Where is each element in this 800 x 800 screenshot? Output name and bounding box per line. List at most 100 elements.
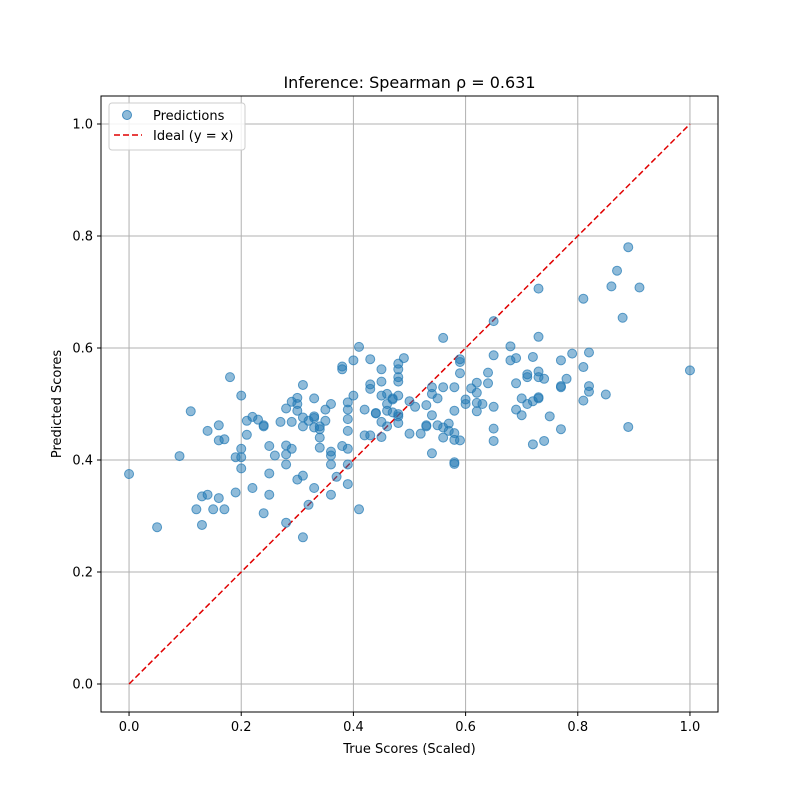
data-point [325, 399, 336, 409]
data-point [460, 399, 471, 409]
data-point [219, 434, 230, 445]
data-point [488, 435, 499, 446]
data-point [342, 479, 353, 490]
data-point [438, 382, 449, 393]
x-tick-label: 0.0 [119, 720, 140, 735]
legend-box [108, 102, 246, 151]
data-point [236, 443, 247, 454]
data-point [359, 404, 370, 415]
data-point [281, 403, 292, 414]
data-point [275, 416, 286, 427]
data-point [219, 504, 230, 515]
data-point [258, 421, 269, 432]
data-point [471, 377, 482, 388]
data-point [505, 341, 516, 352]
data-point [247, 483, 258, 493]
x-tick-label: 0.8 [567, 720, 588, 735]
data-point [152, 522, 163, 533]
data-point [208, 504, 219, 515]
data-point [342, 459, 353, 470]
data-point [264, 489, 275, 500]
data-point [533, 331, 544, 342]
data-point [342, 425, 353, 436]
data-point [398, 353, 409, 364]
legend-points-marker [122, 110, 132, 120]
data-point [325, 450, 336, 461]
data-point [432, 393, 443, 404]
data-point [600, 389, 611, 400]
data-point [488, 423, 499, 434]
data-point [286, 416, 297, 427]
data-point [342, 414, 353, 425]
data-point [454, 368, 465, 379]
data-point [426, 410, 437, 421]
data-point [376, 376, 387, 387]
data-point [583, 386, 594, 397]
data-point [421, 421, 432, 432]
data-point [404, 428, 415, 439]
data-point [342, 404, 353, 415]
grid [101, 96, 718, 712]
data-point [555, 382, 566, 393]
data-point [449, 382, 460, 393]
data-point [236, 452, 247, 463]
data-point [612, 265, 623, 276]
data-point [337, 364, 348, 375]
data-point [264, 468, 275, 479]
data-point [185, 406, 196, 417]
x-tick-label: 0.2 [231, 720, 252, 735]
data-point [258, 508, 269, 519]
data-point [539, 435, 550, 446]
data-point [454, 435, 465, 446]
data-point [477, 399, 488, 409]
data-point [544, 411, 555, 422]
data-point [533, 283, 544, 294]
data-point [555, 355, 566, 366]
data-point [410, 401, 421, 412]
data-point [286, 443, 297, 454]
data-point [578, 362, 589, 373]
data-point [370, 408, 381, 419]
y-tick-label: 0.4 [72, 454, 93, 469]
legend-ideal-label: Ideal (y = x) [153, 129, 233, 144]
data-point [623, 421, 634, 432]
data-point [438, 332, 449, 343]
data-point [567, 348, 578, 359]
data-point [488, 401, 499, 412]
data-point [684, 365, 695, 376]
points-layer [124, 242, 695, 543]
data-point [376, 432, 387, 443]
data-point [264, 441, 275, 451]
data-point [213, 420, 224, 431]
data-point [561, 373, 572, 384]
legend: Predictions Ideal (y = x) [108, 102, 246, 151]
data-point [236, 390, 247, 401]
data-point [415, 428, 426, 439]
data-point [269, 450, 280, 461]
data-point [365, 383, 376, 394]
data-point [297, 379, 308, 390]
data-point [325, 489, 336, 500]
y-tick-label: 0.6 [72, 342, 93, 357]
data-point [342, 443, 353, 454]
data-point [354, 341, 365, 352]
data-point [309, 483, 320, 493]
data-point [511, 378, 522, 389]
data-point [583, 347, 594, 358]
data-point [471, 387, 482, 398]
data-point [230, 487, 241, 498]
legend-predictions-label: Predictions [153, 109, 225, 124]
data-point [438, 432, 449, 443]
data-point [393, 376, 404, 387]
x-tick-label: 0.4 [343, 720, 364, 735]
data-point [281, 517, 292, 528]
chart-title: Inference: Spearman ρ = 0.631 [283, 73, 535, 92]
data-point [376, 364, 387, 375]
data-point [365, 430, 376, 441]
data-point [483, 378, 494, 389]
data-point [578, 293, 589, 304]
data-point [539, 373, 550, 384]
data-point [213, 493, 224, 504]
data-point [292, 405, 303, 416]
y-tick-label: 0.2 [72, 566, 93, 581]
